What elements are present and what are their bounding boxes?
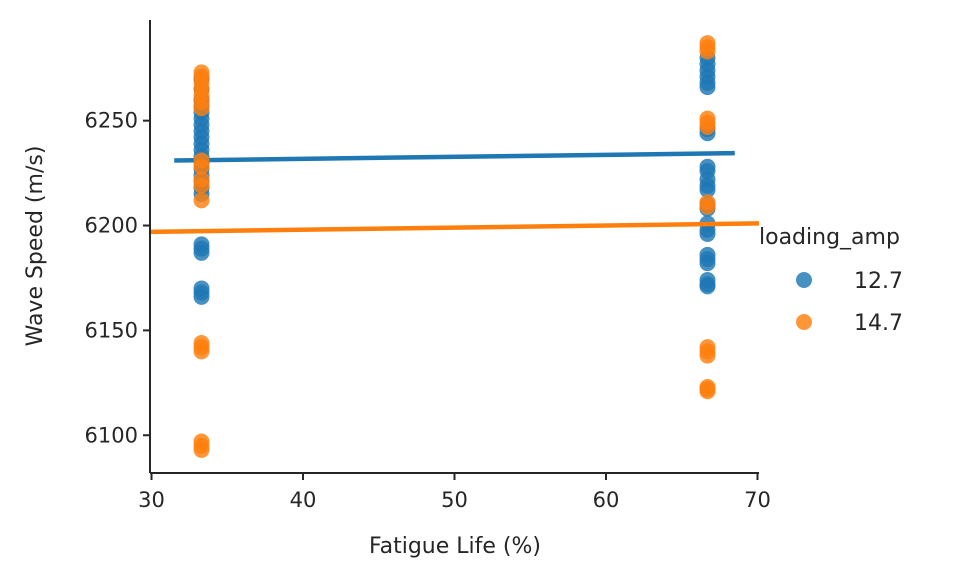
data-point	[699, 347, 716, 364]
series-12.7	[174, 49, 735, 305]
y-tick-label: 6150	[85, 318, 138, 342]
data-point	[193, 343, 210, 360]
data-point	[699, 118, 716, 135]
data-point	[193, 288, 210, 305]
legend-label: 14.7	[854, 311, 903, 336]
data-point	[193, 100, 210, 117]
axes-layer	[149, 20, 759, 474]
x-axis-label: Fatigue Life (%)	[369, 534, 541, 559]
data-point	[193, 177, 210, 194]
y-axis-label: Wave Speed (m/s)	[23, 146, 48, 347]
x-tick-label: 40	[290, 488, 317, 512]
data-point	[699, 383, 716, 400]
data-point	[699, 181, 716, 198]
legend-marker	[796, 314, 812, 330]
data-point	[699, 225, 716, 242]
data-point	[193, 441, 210, 458]
data-point	[193, 192, 210, 209]
trend-line	[174, 150, 735, 163]
series-layer	[149, 35, 760, 458]
data-point	[699, 278, 716, 295]
y-tick-label: 6100	[85, 423, 138, 447]
data-point	[193, 158, 210, 175]
legend-marker	[796, 272, 812, 288]
legend-items: 12.7 14.7	[796, 269, 903, 336]
data-point	[699, 79, 716, 96]
y-tick-label: 6200	[85, 214, 138, 238]
data-point	[193, 244, 210, 261]
data-point	[699, 198, 716, 215]
data-point	[699, 255, 716, 272]
legend-title: loading_amp	[759, 225, 900, 250]
trend-line	[149, 221, 760, 235]
x-tick-label: 30	[138, 488, 165, 512]
legend: loading_amp 12.7 14.7	[759, 225, 903, 336]
x-tick-label: 50	[441, 488, 468, 512]
x-tick-label: 60	[593, 488, 620, 512]
y-tick-label: 6250	[85, 109, 138, 133]
series-14.7	[149, 35, 760, 458]
data-point	[699, 43, 716, 60]
x-tick-label: 70	[744, 488, 771, 512]
legend-label: 12.7	[854, 269, 903, 294]
ticks-layer: 30 40 50 60 70 6100 6150 6200 6250	[85, 109, 771, 512]
